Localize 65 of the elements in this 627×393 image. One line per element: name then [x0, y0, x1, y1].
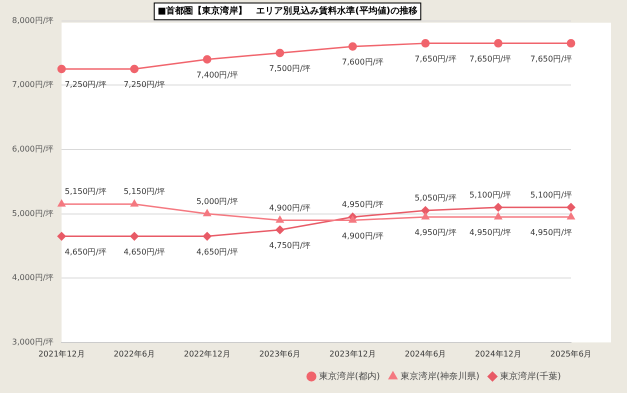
data-label: 4,900円/坪 [269, 203, 311, 212]
point [57, 232, 66, 241]
legend-label: 東京湾岸(神奈川県) [400, 370, 480, 382]
x-tick-label: 2025年6月 [550, 349, 592, 358]
point [57, 64, 66, 74]
data-label: 4,950円/坪 [342, 200, 384, 210]
point [421, 206, 430, 215]
y-tick-label: 4,000円/坪 [12, 273, 54, 282]
data-label: 4,650円/坪 [64, 247, 106, 256]
point [130, 64, 139, 74]
data-label: 4,650円/坪 [196, 247, 238, 256]
y-tick-label: 7,000円/坪 [12, 80, 54, 90]
data-label: 4,950円/坪 [530, 228, 572, 238]
point [567, 212, 575, 220]
data-label: 4,650円/坪 [124, 247, 166, 256]
data-label: 5,050円/坪 [414, 194, 456, 203]
legend-label: 東京湾岸(都内) [318, 370, 380, 382]
y-tick-label: 3,000円/坪 [12, 337, 54, 346]
point [494, 39, 502, 48]
legend-label: 東京湾岸(千葉) [500, 370, 562, 382]
data-label: 4,950円/坪 [469, 228, 512, 238]
point [566, 39, 576, 48]
point [276, 48, 284, 58]
point [203, 210, 211, 216]
data-label: 5,100円/坪 [530, 190, 572, 200]
data-label: 7,650円/坪 [530, 54, 572, 64]
data-label: 7,250円/坪 [64, 80, 106, 90]
point [494, 203, 502, 212]
point [421, 39, 430, 48]
data-label: 7,500円/坪 [269, 64, 311, 74]
point [276, 226, 284, 234]
chart-title: ■首都圏【東京湾岸】 エリア別見込み賃料水準(平均値)の推移 [158, 6, 418, 17]
point [494, 212, 502, 220]
point [130, 232, 139, 241]
y-tick-label: 5,000円/坪 [12, 208, 54, 218]
point [130, 200, 138, 207]
data-label: 5,150円/坪 [64, 187, 106, 196]
point [202, 55, 212, 64]
data-label: 7,250円/坪 [124, 80, 166, 90]
data-label: 7,650円/坪 [469, 54, 512, 64]
data-label: 4,950円/坪 [414, 228, 456, 238]
data-label: 7,400円/坪 [196, 70, 238, 80]
x-tick-label: 2023年6月 [259, 349, 301, 358]
x-tick-label: 2024年6月 [404, 349, 446, 358]
y-tick-label: 6,000円/坪 [12, 144, 54, 154]
data-label: 5,150円/坪 [124, 187, 166, 196]
point [202, 232, 212, 241]
point [348, 216, 356, 223]
data-label: 7,650円/坪 [414, 54, 456, 64]
point [566, 203, 576, 212]
data-label: 7,600円/坪 [342, 58, 384, 67]
x-tick-label: 2022年6月 [114, 349, 156, 358]
point [422, 212, 430, 220]
point [348, 42, 357, 51]
x-tick-label: 2021年12月 [38, 349, 85, 358]
x-tick-label: 2024年12月 [474, 349, 522, 358]
data-label: 4,750円/坪 [269, 240, 311, 250]
data-label: 4,900円/坪 [342, 231, 384, 240]
point [276, 216, 284, 223]
data-label: 5,100円/坪 [469, 190, 512, 200]
x-tick-label: 2023年12月 [329, 349, 376, 358]
data-label: 5,000円/坪 [196, 196, 238, 206]
x-tick-label: 2022年12月 [184, 349, 230, 358]
point [58, 200, 66, 207]
y-tick-label: 8,000円/坪 [12, 16, 54, 25]
